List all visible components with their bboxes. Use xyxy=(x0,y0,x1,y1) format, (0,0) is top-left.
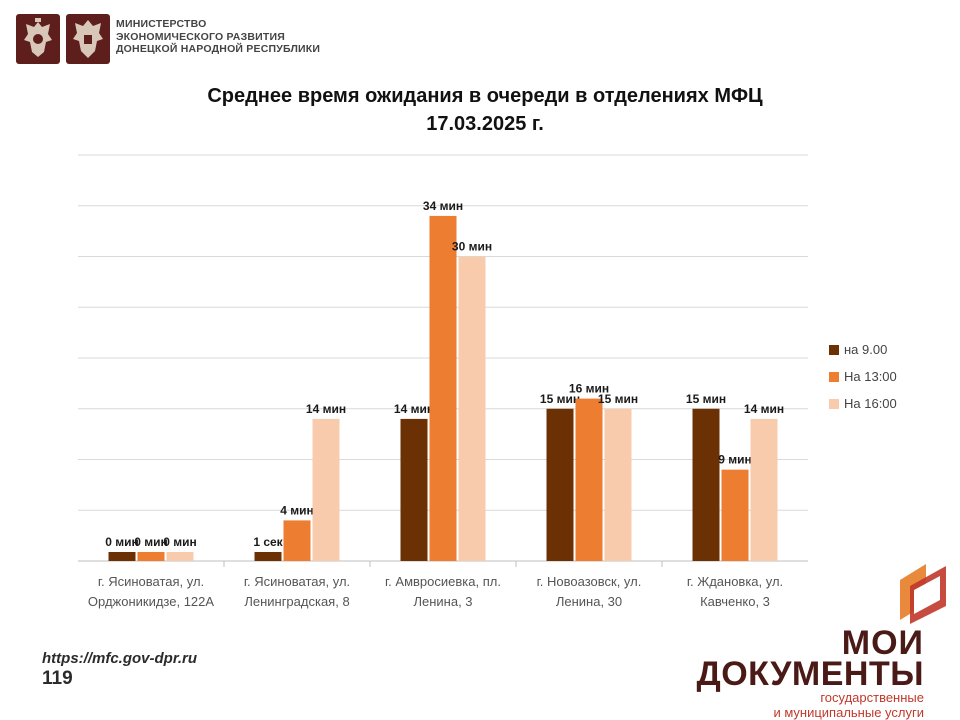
data-label: 15 мин xyxy=(686,392,726,406)
bar xyxy=(283,520,311,561)
brand-line-3b: и муниципальные услуги xyxy=(773,705,924,720)
legend-swatch xyxy=(829,399,839,409)
x-tick-label: г. Ясиноватая, ул. xyxy=(98,574,204,589)
ministry-name: МИНИСТЕРСТВО ЭКОНОМИЧЕСКОГО РАЗВИТИЯ ДОН… xyxy=(116,18,320,56)
legend-swatch xyxy=(829,345,839,355)
bar xyxy=(166,552,194,561)
data-label: 14 мин xyxy=(306,402,346,416)
bar xyxy=(458,256,486,561)
brand-line-3a: государственные xyxy=(820,690,924,705)
data-label: 0 мин xyxy=(105,535,139,549)
bar xyxy=(692,408,720,561)
bar xyxy=(750,418,778,561)
data-label: 15 мин xyxy=(598,392,638,406)
ministry-line: МИНИСТЕРСТВО xyxy=(116,18,207,30)
legend-entry: На 16:00 xyxy=(844,396,897,411)
legend-entry: На 13:00 xyxy=(844,369,897,384)
bar xyxy=(108,552,136,561)
x-tick-label: Кавченко, 3 xyxy=(700,594,770,609)
x-tick-label: г. Ясиноватая, ул. xyxy=(244,574,350,589)
data-label: 16 мин xyxy=(569,382,609,396)
moi-dokumenty-logo-icon xyxy=(900,564,946,624)
data-label: 30 мин xyxy=(452,240,492,254)
brand-line-1: МОИ xyxy=(841,624,924,662)
x-tick-label: г. Амвросиевка, пл. xyxy=(385,574,501,589)
bar xyxy=(429,215,457,561)
x-tick-label: г. Ждановка, ул. xyxy=(687,574,783,589)
data-label: 9 мин xyxy=(718,453,752,467)
x-tick-label: Ленина, 3 xyxy=(413,594,472,609)
data-label: 34 мин xyxy=(423,199,463,213)
bar xyxy=(137,552,165,561)
bar xyxy=(604,408,632,561)
x-tick-label: Ленинградская, 8 xyxy=(244,594,349,609)
data-label: 4 мин xyxy=(280,503,314,517)
brand-line-2: ДОКУМЕНТЫ xyxy=(696,655,924,693)
legend-entry: на 9.00 xyxy=(844,342,887,357)
legend-swatch xyxy=(829,372,839,382)
x-tick-label: г. Новоазовск, ул. xyxy=(537,574,642,589)
data-label: 0 мин xyxy=(163,535,197,549)
brand-logo: МОИ ДОКУМЕНТЫ государственные и муниципа… xyxy=(696,624,924,720)
x-tick-label: Ленина, 30 xyxy=(556,594,622,609)
data-label: 15 мин xyxy=(540,392,580,406)
bar xyxy=(546,408,574,561)
data-label: 0 мин xyxy=(134,535,168,549)
chart-title: Среднее время ожидания в очереди в отдел… xyxy=(207,85,763,107)
chart-title-block: Среднее время ожидания в очереди в отдел… xyxy=(60,82,910,138)
data-label: 14 мин xyxy=(744,402,784,416)
bar xyxy=(312,418,340,561)
bar xyxy=(721,469,749,561)
bar xyxy=(254,552,282,561)
russia-coat-of-arms-icon xyxy=(16,14,60,64)
chart-subtitle: 17.03.2025 г. xyxy=(426,113,544,135)
hotline-number: 119 xyxy=(42,668,73,689)
x-tick-label: Орджоникидзе, 122А xyxy=(88,594,214,609)
website-link[interactable]: https://mfc.gov-dpr.ru xyxy=(42,650,197,667)
bar xyxy=(575,398,603,561)
ministry-line: ЭКОНОМИЧЕСКОГО РАЗВИТИЯ xyxy=(116,30,286,43)
dpr-coat-of-arms-icon xyxy=(66,14,110,64)
ministry-line: ДОНЕЦКОЙ НАРОДНОЙ РЕСПУБЛИКИ xyxy=(116,43,321,55)
bar xyxy=(400,418,428,561)
data-label: 1 сек xyxy=(253,535,283,549)
data-label: 14 мин xyxy=(394,402,434,416)
